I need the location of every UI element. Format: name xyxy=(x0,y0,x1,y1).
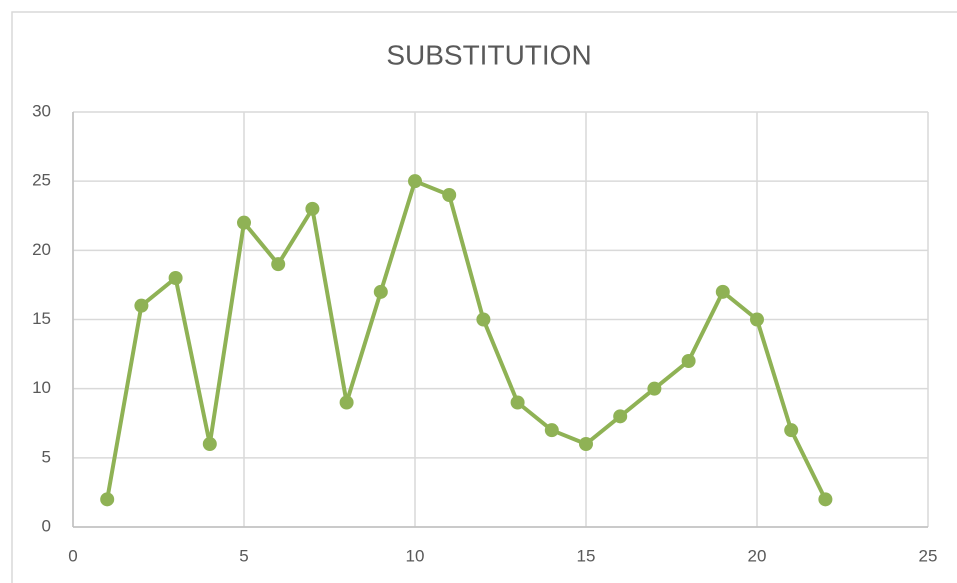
data-point xyxy=(544,423,559,438)
data-point xyxy=(202,437,217,451)
x-tick-label: 15 xyxy=(577,546,596,565)
data-point xyxy=(134,298,149,313)
data-point xyxy=(750,312,764,327)
data-point xyxy=(373,284,388,299)
data-line xyxy=(105,179,828,501)
data-point xyxy=(579,437,593,451)
chart-title: SUBSTITUTION xyxy=(386,39,591,70)
y-tick-label: 15 xyxy=(32,309,51,328)
y-tick-label: 10 xyxy=(32,378,51,397)
data-point xyxy=(339,395,354,410)
data-point xyxy=(442,188,457,202)
x-tick-label: 25 xyxy=(919,546,938,565)
x-tick-label: 10 xyxy=(406,546,425,565)
data-point xyxy=(271,257,286,272)
data-point xyxy=(237,215,251,230)
y-tick-label: 30 xyxy=(32,101,51,120)
data-point xyxy=(476,312,491,327)
data-point xyxy=(305,201,320,216)
data-point xyxy=(784,423,799,438)
y-tick-label: 0 xyxy=(42,516,51,535)
data-point xyxy=(715,284,730,299)
data-point xyxy=(100,492,115,507)
data-point xyxy=(613,409,628,424)
data-point xyxy=(168,271,183,285)
x-tick-label: 0 xyxy=(68,546,77,565)
y-tick-label: 25 xyxy=(32,171,51,190)
data-point xyxy=(408,174,422,189)
x-tick-label: 5 xyxy=(239,546,248,565)
x-tick-label: 20 xyxy=(748,546,767,565)
y-tick-label: 20 xyxy=(32,240,51,259)
data-point xyxy=(510,395,525,410)
y-tick-label: 5 xyxy=(42,447,51,466)
data-point xyxy=(647,381,662,396)
chart-frame xyxy=(11,11,957,583)
data-point xyxy=(681,354,696,368)
data-point xyxy=(818,492,833,507)
